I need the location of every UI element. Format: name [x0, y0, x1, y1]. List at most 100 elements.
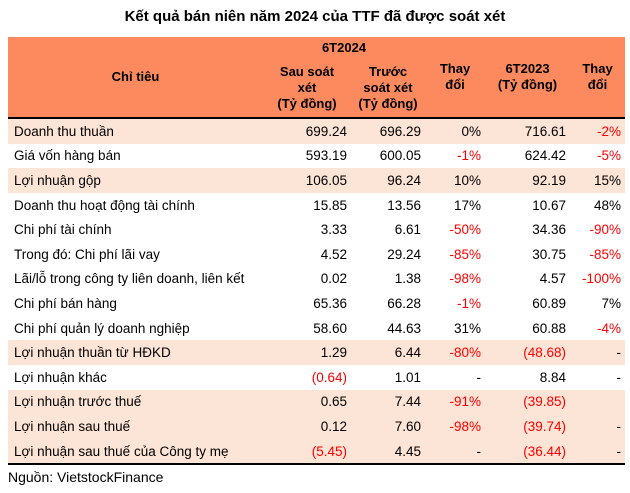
cell-value: 48%: [570, 192, 625, 218]
cell-value: 15%: [570, 168, 625, 193]
table-row: Lợi nhuận sau thuế của Công ty mẹ (5.45) 4…: [8, 438, 625, 465]
cell-value: (39.85): [485, 389, 570, 415]
cell-value: (48.68): [485, 340, 570, 365]
cell-label: Giá vốn hàng bán: [8, 143, 263, 169]
cell-value: 624.42: [485, 143, 570, 169]
cell-value: -2%: [570, 118, 625, 144]
table-row: Lợi nhuận khác (0.64) 1.01-8.84-: [8, 364, 625, 390]
cell-value: 66.28: [351, 291, 425, 316]
financial-results-table: Chỉ tiêu 6T2024 Thay đổi 6T2023 (Tỷ đồng…: [8, 37, 625, 466]
cell-value: -50%: [425, 217, 485, 242]
cell-value: 31%: [425, 315, 485, 341]
cell-value: (0.64): [263, 364, 351, 390]
cell-value: 0.02: [263, 266, 351, 292]
table-row: Giá vốn hàng bán 593.19 600.05 -1% 624.42 -5%: [8, 143, 625, 169]
cell-value: 8.84: [485, 364, 570, 390]
table-row: Chi phí quản lý doanh nghiệp 58.60 44.63 31…: [8, 315, 625, 341]
cell-value: 7%: [570, 291, 625, 316]
cell-value: 716.61: [485, 118, 570, 144]
cell-value: -: [570, 340, 625, 365]
source-note: Nguồn: VietstockFinance: [8, 469, 164, 485]
cell-value: 4.45: [351, 438, 425, 465]
cell-value: 13.56: [351, 192, 425, 218]
table-row: Chi phí tài chính 3.33 6.61 -50% 34.36 -90%: [8, 217, 625, 242]
table-title: Kết quả bán niên năm 2024 của TTF đã đượ…: [124, 8, 506, 25]
cell-value: 1.01: [351, 364, 425, 390]
cell-value: 44.63: [351, 315, 425, 341]
cell-value: -90%: [570, 217, 625, 242]
cell-value: -: [425, 438, 485, 465]
cell-value: (36.44): [485, 438, 570, 465]
cell-value: -5%: [570, 143, 625, 169]
table-row: Lãi/lỗ trong công ty liên doanh, liên kế…: [8, 266, 625, 292]
cell-value: 60.89: [485, 291, 570, 316]
cell-value: 10%: [425, 168, 485, 193]
cell-value: 4.52: [263, 241, 351, 267]
cell-label: Chi phí bán hàng: [8, 291, 263, 316]
cell-value: -4%: [570, 315, 625, 341]
cell-label: Lợi nhuận khác: [8, 364, 263, 390]
cell-label: Chi phí quản lý doanh nghiệp: [8, 315, 263, 341]
cell-value: 92.19: [485, 168, 570, 193]
cell-value: 6.44: [351, 340, 425, 365]
cell-label: Doanh thu thuần: [8, 118, 263, 144]
cell-value: -85%: [570, 241, 625, 267]
cell-value: 3.33: [263, 217, 351, 242]
cell-value: -: [570, 364, 625, 390]
cell-value: 0.65: [263, 389, 351, 415]
col-header-after-review: Sau soát xét (Tỷ đồng): [263, 59, 351, 118]
table-row: Doanh thu hoạt động tài chính 15.85 13.56 1…: [8, 192, 625, 218]
cell-value: 0%: [425, 118, 485, 144]
cell-value: -91%: [425, 389, 485, 415]
cell-value: 58.60: [263, 315, 351, 341]
table-row: Trong đó: Chi phí lãi vay 4.52 29.24 -85% 30…: [8, 241, 625, 267]
cell-value: 1.38: [351, 266, 425, 292]
cell-value: -: [570, 414, 625, 439]
cell-value: 65.36: [263, 291, 351, 316]
table-row: Doanh thu thuần 699.24 696.29 0% 716.61 -2%: [8, 118, 625, 144]
cell-value: -98%: [425, 414, 485, 439]
cell-value: [570, 389, 625, 415]
cell-value: (5.45): [263, 438, 351, 465]
cell-label: Lợi nhuận trước thuế: [8, 389, 263, 415]
cell-label: Lợi nhuận sau thuế: [8, 414, 263, 439]
table-row: Lợi nhuận trước thuế 0.65 7.44 -91% (39.85): [8, 389, 625, 415]
cell-value: 17%: [425, 192, 485, 218]
cell-value: 4.57: [485, 266, 570, 292]
cell-value: 34.36: [485, 217, 570, 242]
col-header-6t2023: 6T2023 (Tỷ đồng): [485, 37, 570, 118]
cell-value: 60.88: [485, 315, 570, 341]
table-header: Chỉ tiêu 6T2024 Thay đổi 6T2023 (Tỷ đồng…: [8, 37, 625, 118]
cell-label: Lãi/lỗ trong công ty liên doanh, liên kế…: [8, 266, 263, 292]
table-row: Lợi nhuận gộp 106.05 96.24 10% 92.19 15%: [8, 168, 625, 193]
col-header-before-review: Trước soát xét (Tỷ đồng): [351, 59, 425, 118]
cell-value: 10.67: [485, 192, 570, 218]
cell-value: -: [570, 438, 625, 465]
cell-label: Chi phí tài chính: [8, 217, 263, 242]
cell-label: Lợi nhuận thuần từ HĐKD: [8, 340, 263, 365]
table-row: Lợi nhuận thuần từ HĐKD 1.29 6.44 -80% (48.6…: [8, 340, 625, 365]
cell-value: 593.19: [263, 143, 351, 169]
col-header-change-2: Thay đổi: [570, 37, 625, 118]
cell-value: -: [425, 364, 485, 390]
cell-label: Lợi nhuận sau thuế của Công ty mẹ: [8, 438, 263, 465]
table-row: Lợi nhuận sau thuế 0.12 7.60 -98% (39.74) -: [8, 414, 625, 439]
cell-label: Doanh thu hoạt động tài chính: [8, 192, 263, 218]
col-header-indicator: Chỉ tiêu: [8, 37, 263, 118]
cell-value: 106.05: [263, 168, 351, 193]
cell-value: 15.85: [263, 192, 351, 218]
cell-value: -80%: [425, 340, 485, 365]
col-header-change-1: Thay đổi: [425, 37, 485, 118]
cell-value: 29.24: [351, 241, 425, 267]
table-row: Chi phí bán hàng 65.36 66.28 -1% 60.89 7%: [8, 291, 625, 316]
cell-value: 7.60: [351, 414, 425, 439]
cell-value: -1%: [425, 291, 485, 316]
cell-value: 699.24: [263, 118, 351, 144]
cell-value: -100%: [570, 266, 625, 292]
col-header-group-6t2024: 6T2024: [263, 37, 425, 59]
cell-value: -1%: [425, 143, 485, 169]
cell-label: Trong đó: Chi phí lãi vay: [8, 241, 263, 267]
cell-value: 696.29: [351, 118, 425, 144]
cell-value: 6.61: [351, 217, 425, 242]
